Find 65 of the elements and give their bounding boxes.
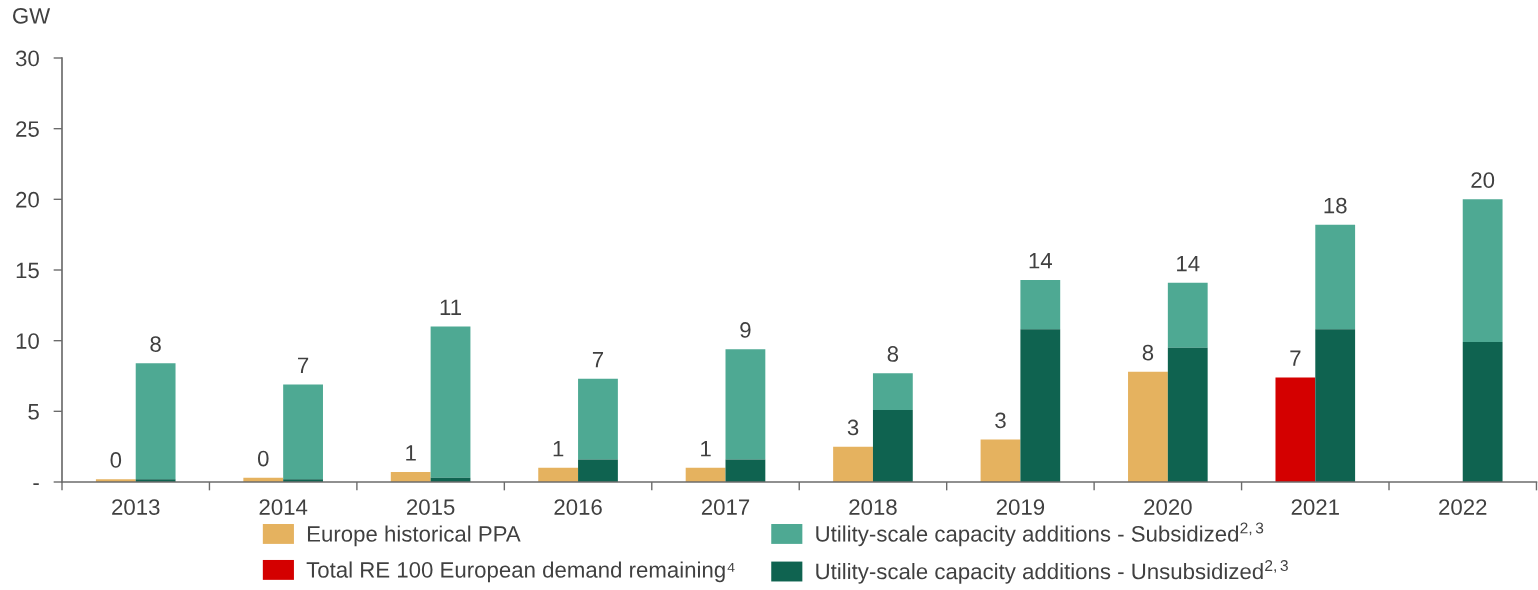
bar: [1315, 224, 1356, 330]
legend-label: Utility-scale capacity additions - Unsubsidized$^{2,3}$: [816, 560, 1288, 584]
data-label: 7: [1290, 350, 1301, 366]
y-tick-label: 10: [16, 333, 39, 349]
data-label: 3: [995, 412, 1006, 429]
data-label: 1: [553, 441, 564, 457]
y-tick-label: 15: [16, 262, 39, 279]
data-label: 11: [440, 299, 461, 315]
x-tick-label: 2014: [259, 499, 308, 515]
data-label: 0: [257, 450, 269, 467]
bar: [685, 467, 726, 482]
bar: [135, 363, 176, 480]
data-label: 18: [1324, 197, 1347, 214]
bar: [390, 472, 431, 482]
data-label: 3: [847, 419, 859, 436]
data-label: 7: [298, 357, 309, 373]
bar: [1315, 329, 1356, 482]
data-label: 20: [1471, 172, 1495, 188]
bar: [430, 326, 471, 478]
bar: [538, 467, 579, 482]
x-tick-label: 2015: [407, 499, 455, 515]
data-label: 8: [1142, 344, 1154, 361]
bar: [1462, 342, 1503, 482]
bar: [1020, 329, 1061, 482]
x-tick-label: 2021: [1291, 499, 1339, 515]
bar: [578, 378, 618, 460]
legend-label: Total RE 100 European demand remaining⁴: [306, 561, 735, 583]
x-tick-label: 2019: [996, 499, 1045, 515]
bar: [578, 459, 618, 482]
bar: [833, 446, 873, 482]
legend-label: Utility-scale capacity additions - Subsidized$^{2,3}$: [816, 522, 1264, 547]
bar: [980, 439, 1021, 482]
x-tick-label: 2013: [112, 499, 160, 515]
y-axis-title: GW: [13, 7, 51, 24]
x-tick-label: 2016: [554, 499, 602, 515]
data-label: 14: [1177, 255, 1200, 272]
y-tick-label: 25: [16, 121, 39, 137]
legend-label: Europe historical PPA: [307, 525, 521, 547]
data-label: 9: [740, 322, 751, 338]
x-tick-label: 2022: [1439, 499, 1487, 515]
x-tick-label: 2020: [1144, 499, 1192, 515]
bar: [1462, 199, 1503, 343]
bar: [283, 384, 323, 480]
x-tick-label: 2017: [701, 499, 750, 515]
data-label: 1: [406, 445, 416, 461]
data-label: 8: [150, 336, 161, 352]
y-tick-label: -: [33, 483, 39, 486]
bar: [1167, 347, 1208, 482]
data-label: 1: [701, 441, 711, 457]
y-tick-label: 20: [16, 191, 39, 208]
bar: [725, 459, 766, 482]
data-label: 8: [887, 346, 899, 362]
bar: [1020, 279, 1061, 330]
y-tick-label: 5: [28, 404, 39, 420]
data-label: 14: [1029, 253, 1053, 269]
x-tick-label: 2018: [849, 499, 897, 515]
bar: [1128, 371, 1168, 482]
bar: [872, 373, 913, 410]
y-tick-label: 30: [15, 50, 39, 67]
bar: [872, 409, 913, 482]
bar: [1167, 282, 1208, 348]
data-label: 0: [110, 452, 122, 468]
data-label: 7: [592, 351, 604, 368]
bar: [1275, 377, 1316, 482]
bar: [725, 349, 766, 460]
